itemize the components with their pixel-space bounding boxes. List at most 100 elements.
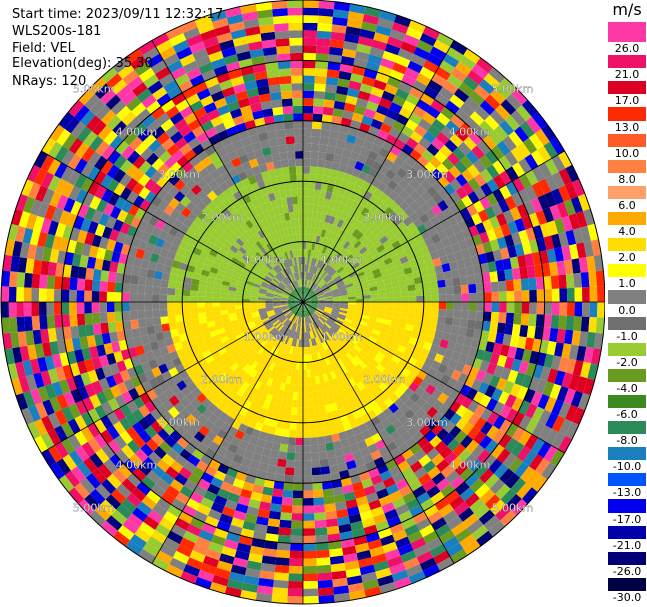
velocity-gate [247, 419, 257, 429]
velocity-gate [317, 303, 326, 306]
velocity-gate [316, 308, 324, 313]
velocity-gate [434, 93, 450, 107]
velocity-gate [444, 451, 458, 465]
velocity-gate [327, 61, 341, 71]
velocity-gates [1, 0, 605, 604]
velocity-gate [378, 445, 390, 457]
velocity-gate [572, 179, 585, 197]
velocity-gate [372, 367, 382, 377]
velocity-gate [485, 341, 495, 353]
velocity-gate [152, 286, 161, 295]
velocity-gate [498, 280, 507, 292]
velocity-gate [343, 102, 356, 113]
velocity-gate [385, 108, 399, 121]
velocity-gate [311, 322, 316, 331]
velocity-gate [479, 120, 494, 136]
velocity-gate [293, 475, 303, 484]
velocity-gate [508, 131, 523, 147]
velocity-gate [122, 311, 131, 321]
velocity-gate [336, 266, 345, 274]
velocity-gate [525, 169, 539, 186]
velocity-gate [549, 137, 565, 155]
velocity-gate [330, 286, 339, 292]
velocity-gate [424, 430, 437, 443]
velocity-gate [264, 540, 278, 550]
velocity-gate [340, 238, 348, 247]
velocity-gate [316, 38, 331, 47]
velocity-gate [241, 582, 259, 593]
velocity-gate [504, 234, 515, 248]
velocity-gate [441, 262, 451, 273]
velocity-gate [303, 588, 319, 597]
velocity-gate [182, 313, 192, 321]
velocity-gate [382, 323, 391, 330]
velocity-gate [419, 66, 436, 80]
velocity-gate [303, 422, 310, 431]
velocity-gate [321, 389, 329, 398]
velocity-gate [499, 302, 507, 313]
velocity-gate [454, 462, 469, 476]
velocity-gate [441, 433, 455, 447]
velocity-gate [474, 84, 490, 100]
velocity-gate [551, 432, 566, 450]
velocity-gate [137, 310, 146, 320]
colorbar: 26.0 21.0 17.0 13.0 10.0 8.0 6.0 4.0 2.0 1.0 0.0 -1… [608, 22, 646, 604]
velocity-gate [235, 298, 243, 302]
velocity-gate [474, 483, 490, 499]
velocity-gate [438, 302, 447, 310]
velocity-gate [349, 419, 359, 429]
velocity-gate [242, 481, 255, 492]
velocity-gate [212, 306, 221, 312]
velocity-gate [337, 236, 345, 245]
velocity-gate [397, 460, 410, 472]
velocity-gate [558, 168, 572, 186]
velocity-gate [346, 134, 357, 144]
velocity-gate [391, 569, 409, 582]
velocity-gate [457, 448, 472, 463]
velocity-gate [269, 503, 282, 513]
velocity-gate [325, 340, 332, 348]
velocity-gate [38, 288, 47, 302]
velocity-gate [330, 402, 338, 412]
velocity-gate [307, 316, 312, 324]
velocity-gate [426, 406, 438, 419]
velocity-gate [303, 294, 306, 302]
velocity-gate [351, 366, 360, 376]
velocity-gate [306, 256, 311, 265]
velocity-gate [303, 362, 307, 370]
velocity-gate [295, 362, 300, 370]
velocity-gate [277, 136, 287, 146]
velocity-gate [440, 483, 455, 498]
velocity-gate [342, 275, 351, 282]
velocity-gate [226, 579, 244, 590]
velocity-gate [192, 543, 209, 556]
velocity-gate [345, 316, 354, 321]
velocity-gate [387, 555, 404, 568]
velocity-gate [161, 272, 171, 281]
velocity-gate [330, 241, 337, 250]
velocity-gate [436, 112, 451, 126]
velocity-gate [315, 276, 321, 284]
colorbar-tick-label: 8.0 [608, 172, 646, 186]
velocity-gate [359, 28, 376, 40]
velocity-gate [345, 95, 358, 106]
velocity-gate [342, 172, 352, 183]
velocity-gate [333, 592, 351, 603]
velocity-gate [368, 499, 382, 511]
velocity-gate [324, 160, 333, 170]
velocity-gate [316, 166, 325, 176]
velocity-gate [279, 382, 286, 391]
velocity-gate [277, 373, 284, 383]
velocity-gate [304, 264, 307, 272]
velocity-gate [394, 332, 404, 340]
velocity-gate [551, 171, 566, 189]
velocity-gate [360, 216, 370, 226]
velocity-gate [311, 128, 322, 137]
velocity-gate [367, 539, 383, 550]
velocity-gate [455, 392, 467, 405]
velocity-gate [583, 240, 594, 258]
velocity-gate [318, 236, 324, 245]
velocity-gate [368, 316, 377, 322]
velocity-gate [320, 412, 329, 422]
velocity-gate [461, 182, 474, 196]
